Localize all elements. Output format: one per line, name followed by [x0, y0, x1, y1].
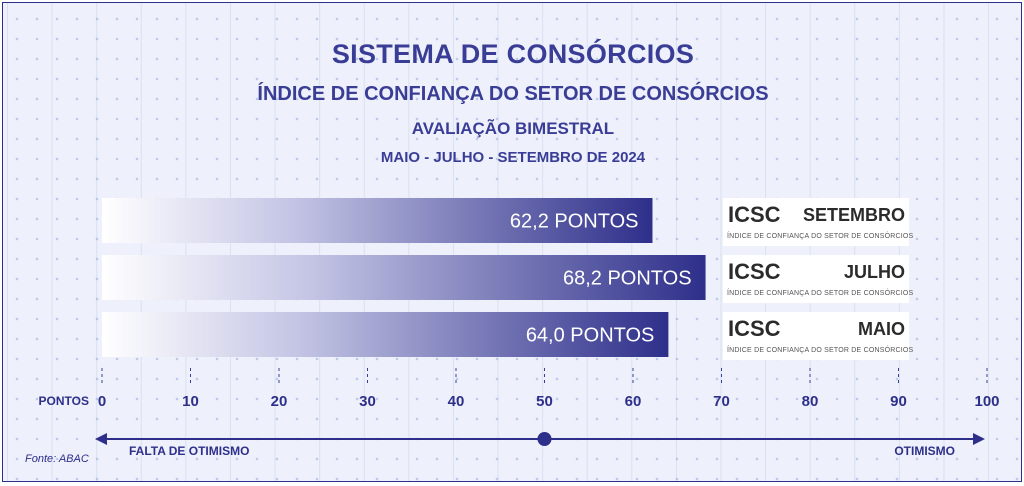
- source-note: Fonte: ABAC: [25, 453, 89, 465]
- bar-chart: 62,2 PONTOS 68,2 PONTOS 64,0 PONTOS PONTOS 0…: [39, 198, 1000, 446]
- card-code: ICSC: [728, 259, 781, 284]
- chart-subtitle: ÍNDICE DE CONFIANÇA DO SETOR DE CONSÓRCI…: [257, 83, 769, 105]
- left-scale-label: FALTA DE OTIMISMO: [129, 444, 250, 458]
- chart-title: SISTEMA DE CONSÓRCIOS: [331, 39, 695, 69]
- card-setembro: ICSC SETEMBRO ÍNDICE DE CONFIANÇA DO SET…: [723, 198, 913, 246]
- chart-period: MAIO - JULHO - SETEMBRO DE 2024: [380, 149, 646, 166]
- x-tick-label: 10: [182, 393, 199, 410]
- x-tick-label: 70: [713, 393, 730, 410]
- card-maio: ICSC MAIO ÍNDICE DE CONFIANÇA DO SETOR D…: [723, 312, 913, 360]
- x-tick-label: 50: [536, 393, 553, 410]
- card-julho: ICSC JULHO ÍNDICE DE CONFIANÇA DO SETOR …: [723, 255, 913, 303]
- card-subtitle: ÍNDICE DE CONFIANÇA DO SETOR DE CONSÓRCI…: [727, 233, 914, 240]
- x-tick-label: 100: [974, 393, 999, 410]
- card-month: MAIO: [858, 319, 905, 339]
- x-tick-label: 60: [625, 393, 642, 410]
- bar-setembro: [102, 198, 653, 243]
- card-subtitle: ÍNDICE DE CONFIANÇA DO SETOR DE CONSÓRCI…: [727, 347, 914, 354]
- x-tick-label: 90: [890, 393, 907, 410]
- left-arrowhead: [95, 433, 107, 445]
- x-tick-label: 20: [271, 393, 288, 410]
- bar-value-label: 62,2 PONTOS: [510, 211, 639, 233]
- x-tick-label: 30: [359, 393, 376, 410]
- right-arrowhead: [973, 433, 985, 445]
- x-tick-label: 0: [98, 393, 106, 410]
- card-subtitle: ÍNDICE DE CONFIANÇA DO SETOR DE CONSÓRCI…: [727, 290, 914, 297]
- bar-value-label: 68,2 PONTOS: [563, 268, 692, 290]
- bar-value-label: 64,0 PONTOS: [526, 325, 655, 347]
- x-tick-label: 80: [802, 393, 819, 410]
- x-axis-label: PONTOS: [39, 394, 89, 408]
- bar-julho: [102, 255, 706, 300]
- right-scale-label: OTIMISMO: [894, 444, 955, 458]
- x-tick-label: 40: [448, 393, 465, 410]
- card-code: ICSC: [728, 202, 781, 227]
- card-month: SETEMBRO: [802, 205, 905, 225]
- card-month: JULHO: [843, 262, 905, 282]
- card-code: ICSC: [728, 316, 781, 341]
- bar-maio: [102, 312, 669, 357]
- neutral-marker: [537, 432, 552, 446]
- chart-subtitle-evaluation: AVALIAÇÃO BIMESTRAL: [411, 119, 615, 138]
